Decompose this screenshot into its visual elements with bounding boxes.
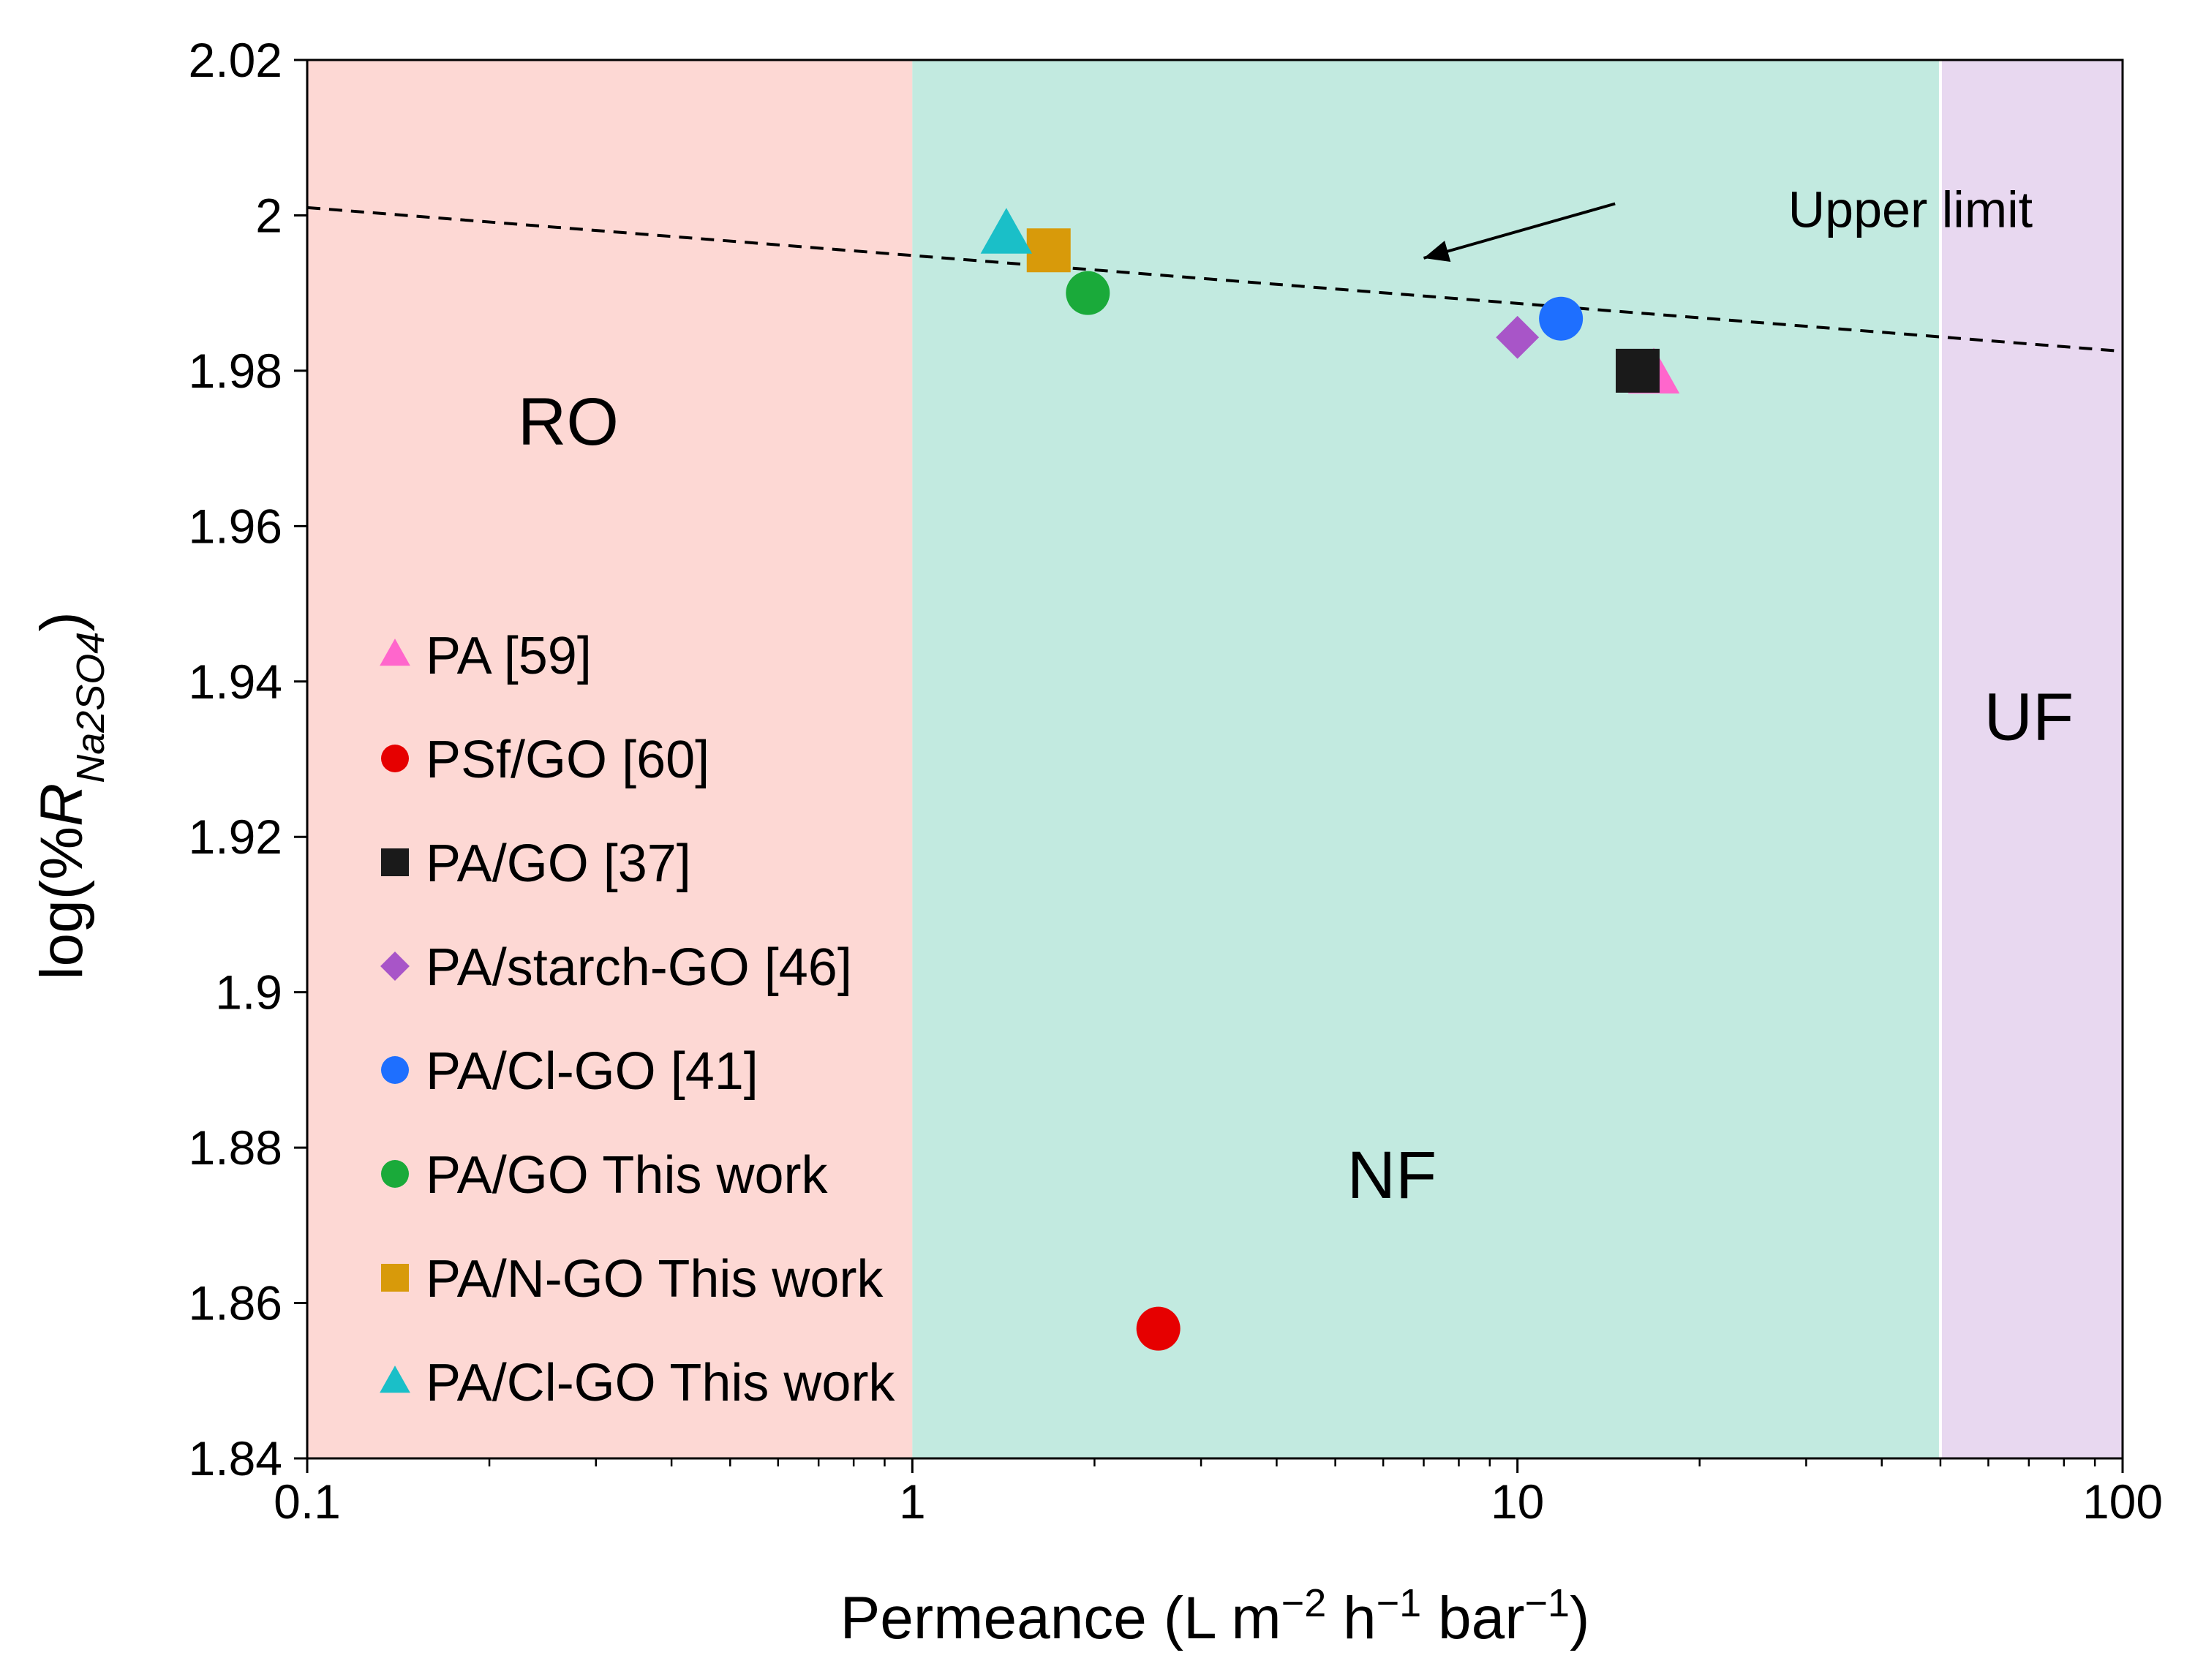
region-label-nf: NF <box>1347 1138 1437 1213</box>
data-point-3 <box>1616 348 1660 393</box>
legend-marker-3 <box>381 848 409 876</box>
legend-marker-1 <box>380 639 410 666</box>
y-tick-label: 1.86 <box>189 1276 282 1330</box>
upper-limit-line <box>306 206 2123 353</box>
region-label-ro: RO <box>518 385 619 459</box>
x-tick-label: 10 <box>1491 1474 1544 1529</box>
y-tick-label: 1.96 <box>189 499 282 553</box>
data-point-2 <box>1136 1306 1181 1351</box>
plot-frame <box>306 59 2124 1460</box>
legend-label-1: PA [59] <box>426 627 592 685</box>
legend-marker-5 <box>381 1056 409 1084</box>
data-points <box>980 208 1680 1351</box>
y-tick-label: 1.84 <box>189 1431 282 1485</box>
axis-ticks <box>294 59 2124 1473</box>
y-tick-label: 1.88 <box>189 1120 282 1175</box>
region-label-uf: UF <box>1984 679 2074 754</box>
data-point-8 <box>980 208 1033 254</box>
data-point-4 <box>1496 315 1540 359</box>
upper-limit-group: Upper limit <box>306 181 2123 353</box>
legend-marker-2 <box>381 745 409 772</box>
y-tick-label: 2 <box>255 188 282 242</box>
legend-marker-7 <box>381 1264 409 1292</box>
y-tick-label: 1.98 <box>189 344 282 398</box>
legend-label-5: PA/Cl-GO [41] <box>426 1042 758 1101</box>
legend-label-4: PA/starch-GO [46] <box>426 938 852 997</box>
legend-label-8: PA/Cl-GO This work <box>426 1354 895 1412</box>
x-tick-label: 1 <box>899 1474 926 1529</box>
upper-limit-arrow-shaft <box>1423 202 1616 260</box>
legend: PA [59] PSf/GO [60] PA/GO [37] PA/starch-GO… <box>380 627 895 1412</box>
upper-limit-arrow-head <box>1423 241 1451 263</box>
data-point-5 <box>1539 296 1584 341</box>
data-point-6 <box>1066 271 1110 315</box>
y-tick-label: 1.94 <box>189 655 282 709</box>
upper-limit-label: Upper limit <box>1788 181 2033 238</box>
y-tick-label: 2.02 <box>189 33 282 87</box>
legend-label-7: PA/N-GO This work <box>426 1250 884 1308</box>
tick-labels: 1.84 1.86 1.88 1.9 1.92 1.94 1.96 1.98 2 2.02 0.1 1… <box>189 33 2164 1529</box>
y-tick-label: 1.92 <box>189 810 282 864</box>
legend-label-6: PA/GO This work <box>426 1146 828 1205</box>
region-uf <box>1940 60 2123 1458</box>
y-tick-label: 1.9 <box>215 965 282 1020</box>
x-tick-label: 0.1 <box>274 1474 341 1529</box>
legend-marker-8 <box>380 1366 410 1393</box>
legend-marker-6 <box>381 1160 409 1188</box>
legend-label-3: PA/GO [37] <box>426 835 691 893</box>
x-axis-title: Permeance (L m−2 h−1 bar−1) <box>840 1581 1590 1651</box>
legend-label-2: PSf/GO [60] <box>426 731 709 789</box>
x-tick-label: 100 <box>2082 1474 2163 1529</box>
y-axis-title: log(%RNa2SO4) <box>29 611 113 979</box>
legend-marker-4 <box>380 952 410 981</box>
data-point-7 <box>1026 228 1071 273</box>
